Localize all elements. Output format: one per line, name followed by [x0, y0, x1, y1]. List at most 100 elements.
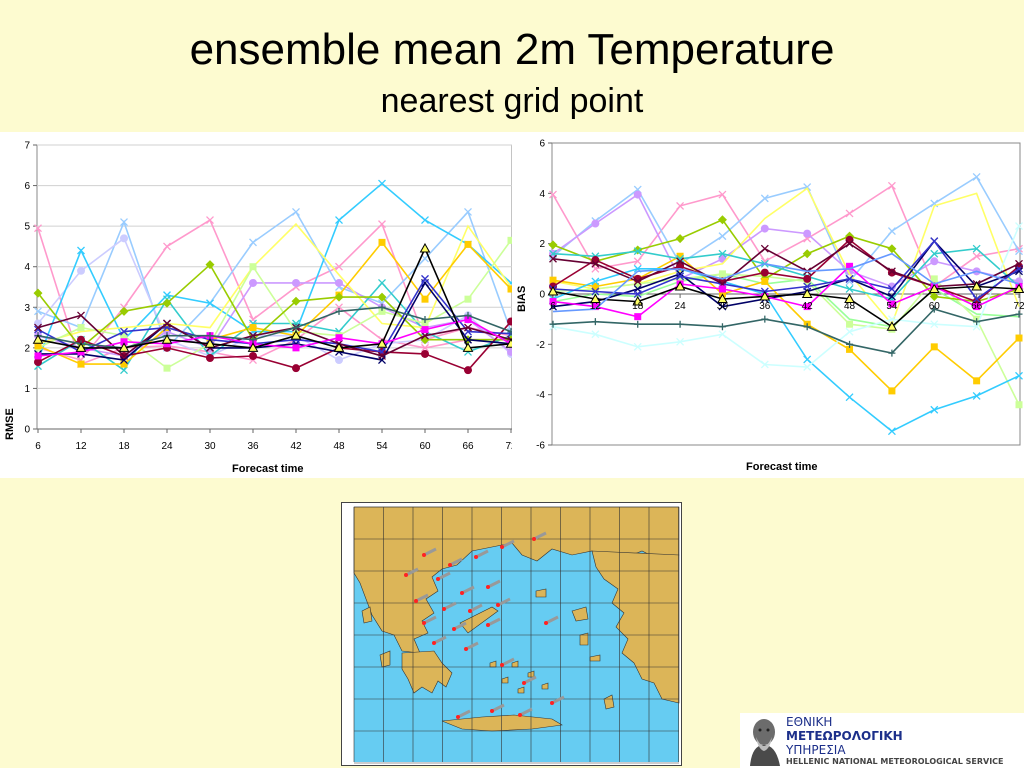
- data-point: [676, 337, 685, 346]
- slide-subtitle: nearest grid point: [380, 82, 644, 120]
- data-point: [633, 290, 642, 298]
- data-point: [249, 324, 257, 332]
- data-point: [845, 274, 854, 283]
- data-point: [1015, 247, 1023, 256]
- data-point: [674, 280, 686, 291]
- data-point: [718, 285, 726, 293]
- station-marker: [486, 623, 490, 627]
- data-point: [972, 322, 981, 331]
- series-line: [552, 255, 1020, 393]
- land-mass: [571, 606, 589, 622]
- station-pointer: [461, 585, 475, 595]
- data-point: [930, 405, 939, 414]
- series-line: [552, 175, 1020, 283]
- data-point: [759, 290, 771, 301]
- data-point: [421, 254, 429, 263]
- data-point: [676, 254, 685, 263]
- data-point: [973, 303, 981, 311]
- land-mass: [579, 632, 589, 646]
- station-marker: [522, 681, 526, 685]
- data-point: [803, 282, 812, 291]
- station-pointer: [519, 707, 533, 717]
- data-point: [335, 216, 343, 225]
- data-point: [973, 377, 981, 385]
- data-point: [548, 240, 558, 250]
- data-point: [803, 229, 812, 238]
- data-point: [718, 302, 727, 311]
- data-point: [676, 201, 685, 210]
- land-mass: [517, 686, 525, 694]
- data-point: [802, 249, 812, 259]
- series-line: [37, 210, 512, 350]
- x-tick-label: 54: [886, 301, 898, 312]
- data-point: [634, 320, 642, 328]
- series-line: [552, 285, 1020, 328]
- x-tick-label: 30: [204, 441, 216, 452]
- x-tick-label: 48: [844, 301, 856, 312]
- data-point: [972, 295, 981, 303]
- land-mass: [401, 650, 453, 694]
- y-tick-label: 1: [24, 384, 30, 395]
- data-point: [507, 285, 512, 293]
- data-point: [887, 315, 896, 324]
- data-point: [676, 275, 684, 283]
- data-point: [633, 342, 642, 351]
- series-line: [552, 252, 1020, 313]
- data-point: [120, 366, 128, 375]
- data-point: [760, 224, 769, 233]
- data-point: [676, 257, 685, 266]
- land-mass: [541, 682, 549, 690]
- logo-text-line1: ΕΘΝΙΚΗ: [786, 715, 833, 729]
- data-point: [718, 323, 726, 331]
- data-point: [549, 276, 557, 284]
- series-line: [552, 225, 1020, 368]
- data-point: [633, 190, 642, 199]
- data-point: [464, 295, 472, 303]
- data-point: [292, 207, 300, 216]
- data-point: [292, 364, 300, 373]
- data-point: [419, 242, 431, 253]
- data-point: [249, 278, 257, 287]
- data-point: [161, 334, 173, 344]
- data-point: [886, 321, 898, 331]
- data-point: [205, 260, 215, 270]
- data-point: [378, 303, 386, 311]
- land-mass: [535, 588, 547, 598]
- data-point: [887, 285, 896, 293]
- data-point: [761, 277, 769, 285]
- data-point: [887, 427, 896, 436]
- data-point: [421, 326, 429, 334]
- x-tick-label: 30: [717, 301, 729, 312]
- data-point: [120, 234, 128, 243]
- data-point: [846, 345, 854, 353]
- data-point: [378, 179, 386, 188]
- data-point: [464, 323, 472, 332]
- data-point: [1015, 267, 1023, 276]
- station-marker: [436, 577, 440, 581]
- x-tick-label: 36: [247, 441, 259, 452]
- data-point: [718, 190, 727, 199]
- data-point: [335, 307, 343, 315]
- x-tick-label: 54: [376, 441, 388, 452]
- station-marker: [500, 663, 504, 667]
- data-point: [676, 320, 684, 328]
- y-tick-label: 4: [24, 262, 30, 273]
- station-marker: [464, 647, 468, 651]
- station-marker: [432, 641, 436, 645]
- station-marker: [550, 701, 554, 705]
- x-tick-label: 6: [35, 441, 41, 452]
- data-point: [549, 320, 557, 328]
- data-point: [378, 307, 386, 315]
- x-tick-label: 36: [759, 301, 771, 312]
- y-tick-label: 3: [24, 303, 30, 314]
- data-point: [505, 338, 512, 348]
- data-point: [633, 257, 642, 266]
- station-marker: [460, 591, 464, 595]
- hnms-logo: ΕΘΝΙΚΗ ΜΕΤΕΩΡΟΛΟΓΙΚΗ ΥΠΗΡΕΣΙΑ HELLENIC N…: [740, 713, 1024, 768]
- logo-text-line3: ΥΠΗΡΕΣΙΑ: [786, 743, 846, 757]
- station-pointer: [487, 617, 501, 627]
- logo-portrait-icon: [742, 715, 784, 766]
- bias-y-axis-label: BIAS: [516, 285, 528, 312]
- station-pointer: [465, 641, 479, 651]
- series-line: [37, 246, 512, 349]
